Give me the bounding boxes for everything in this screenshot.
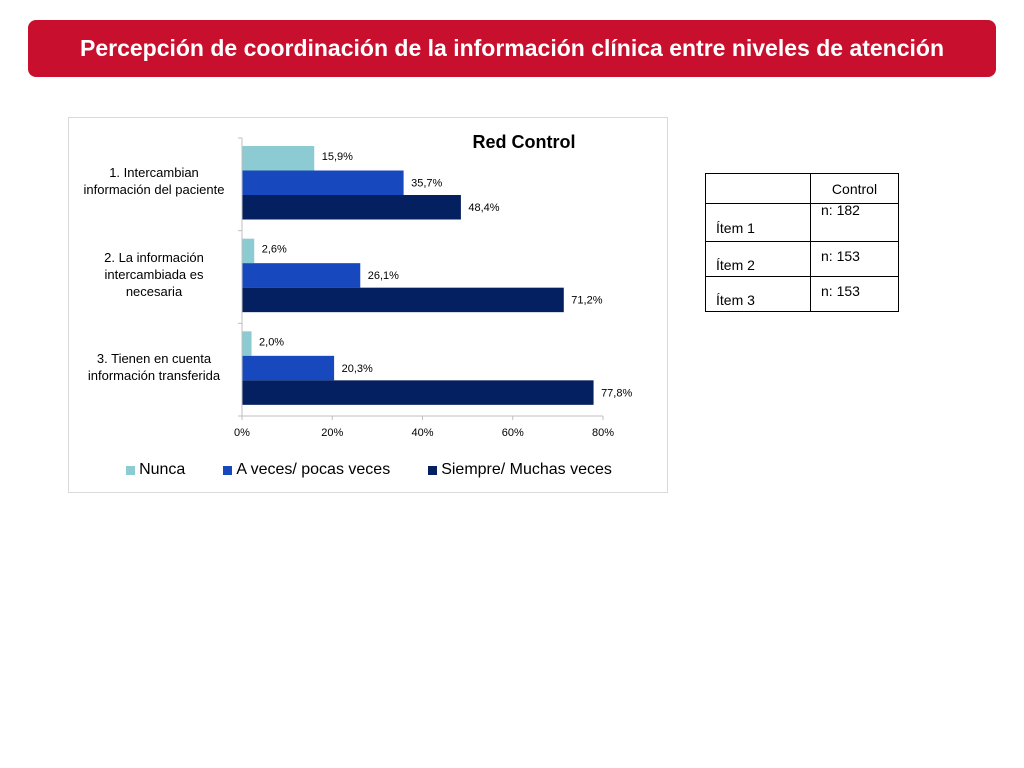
table-row: Ítem 2 n: 153: [705, 241, 899, 277]
data-label: 48,4%: [468, 202, 499, 214]
x-tick-label: 40%: [411, 427, 433, 439]
legend-swatch: [126, 465, 136, 475]
legend-swatch: [428, 465, 438, 475]
bar: [242, 380, 594, 405]
category-label-line: 2. La información: [104, 249, 204, 265]
table-header-cell-empty: [705, 173, 811, 204]
legend-swatch: [223, 465, 233, 475]
bar: [242, 238, 255, 264]
bar: [242, 355, 335, 381]
data-label: 20,3%: [342, 363, 373, 375]
table-item-label: Ítem 2: [716, 257, 755, 273]
table-item-label: Ítem 3: [716, 292, 755, 308]
category-label-line: intercambiada es: [104, 266, 204, 282]
bar-chart: 0% 20% 40% 60% 80% 15,9% 35,7% 48,4% 2,6% 26,1% 71…: [68, 117, 668, 493]
bar: [242, 170, 404, 195]
x-tick-label: 20%: [321, 427, 343, 439]
table-item-value: n: 182: [821, 202, 860, 218]
chart-legend: Nunca A veces/ pocas veces Siempre/ Muchas…: [69, 459, 669, 481]
category-label: 1. Intercambian información del paciente: [69, 164, 239, 198]
title-banner: Percepción de coordinación de la informa…: [28, 20, 996, 77]
sample-size-table: Control Ítem 1 n: 182 Ítem 2 n: 153 Ítem…: [705, 173, 899, 312]
data-label: 77,8%: [601, 387, 632, 399]
category-label-line: información transferida: [87, 367, 221, 383]
bar: [242, 195, 461, 220]
table-item-value: n: 153: [821, 248, 860, 264]
category-label: 2. La información intercambiada es necesar…: [69, 249, 239, 300]
table-item-label: Ítem 1: [716, 219, 755, 236]
legend-label: Siempre/ Muchas veces: [441, 461, 612, 478]
data-label: 35,7%: [411, 178, 442, 190]
bar: [242, 287, 564, 313]
category-label-line: 3. Tienen en cuenta: [96, 350, 212, 366]
legend-item: A veces/ pocas veces: [223, 461, 390, 479]
data-label: 26,1%: [368, 270, 399, 282]
table-row: Ítem 1 n: 182: [705, 202, 899, 242]
legend-label: Nunca: [139, 461, 186, 478]
page-title: Percepción de coordinación de la informa…: [79, 35, 945, 61]
category-label-line: necesaria: [125, 283, 183, 299]
table-item-value: n: 153: [821, 283, 860, 299]
category-label-line: 1. Intercambian: [109, 165, 199, 181]
table-row: Ítem 3 n: 153: [705, 276, 899, 312]
bar: [242, 331, 252, 356]
bar: [242, 146, 315, 171]
data-label: 2,6%: [262, 244, 287, 256]
category-label-line: información del paciente: [83, 182, 225, 198]
x-tick-label: 80%: [592, 427, 614, 439]
category-label: 3. Tienen en cuenta información transferi…: [69, 350, 239, 384]
legend-item: Siempre/ Muchas veces: [428, 461, 612, 479]
data-label: 71,2%: [571, 295, 602, 307]
legend-item: Nunca: [126, 461, 185, 479]
chart-plot: 0% 20% 40% 60% 80% 15,9% 35,7% 48,4% 2,6% 26,1% 71…: [234, 132, 632, 439]
data-label: 2,0%: [259, 336, 284, 348]
chart-title: Red Control: [473, 132, 576, 152]
x-tick-label: 60%: [502, 427, 524, 439]
bar: [242, 263, 361, 288]
legend-label: A veces/ pocas veces: [236, 461, 391, 478]
x-tick-label: 0%: [234, 427, 250, 439]
data-label: 15,9%: [322, 151, 353, 163]
